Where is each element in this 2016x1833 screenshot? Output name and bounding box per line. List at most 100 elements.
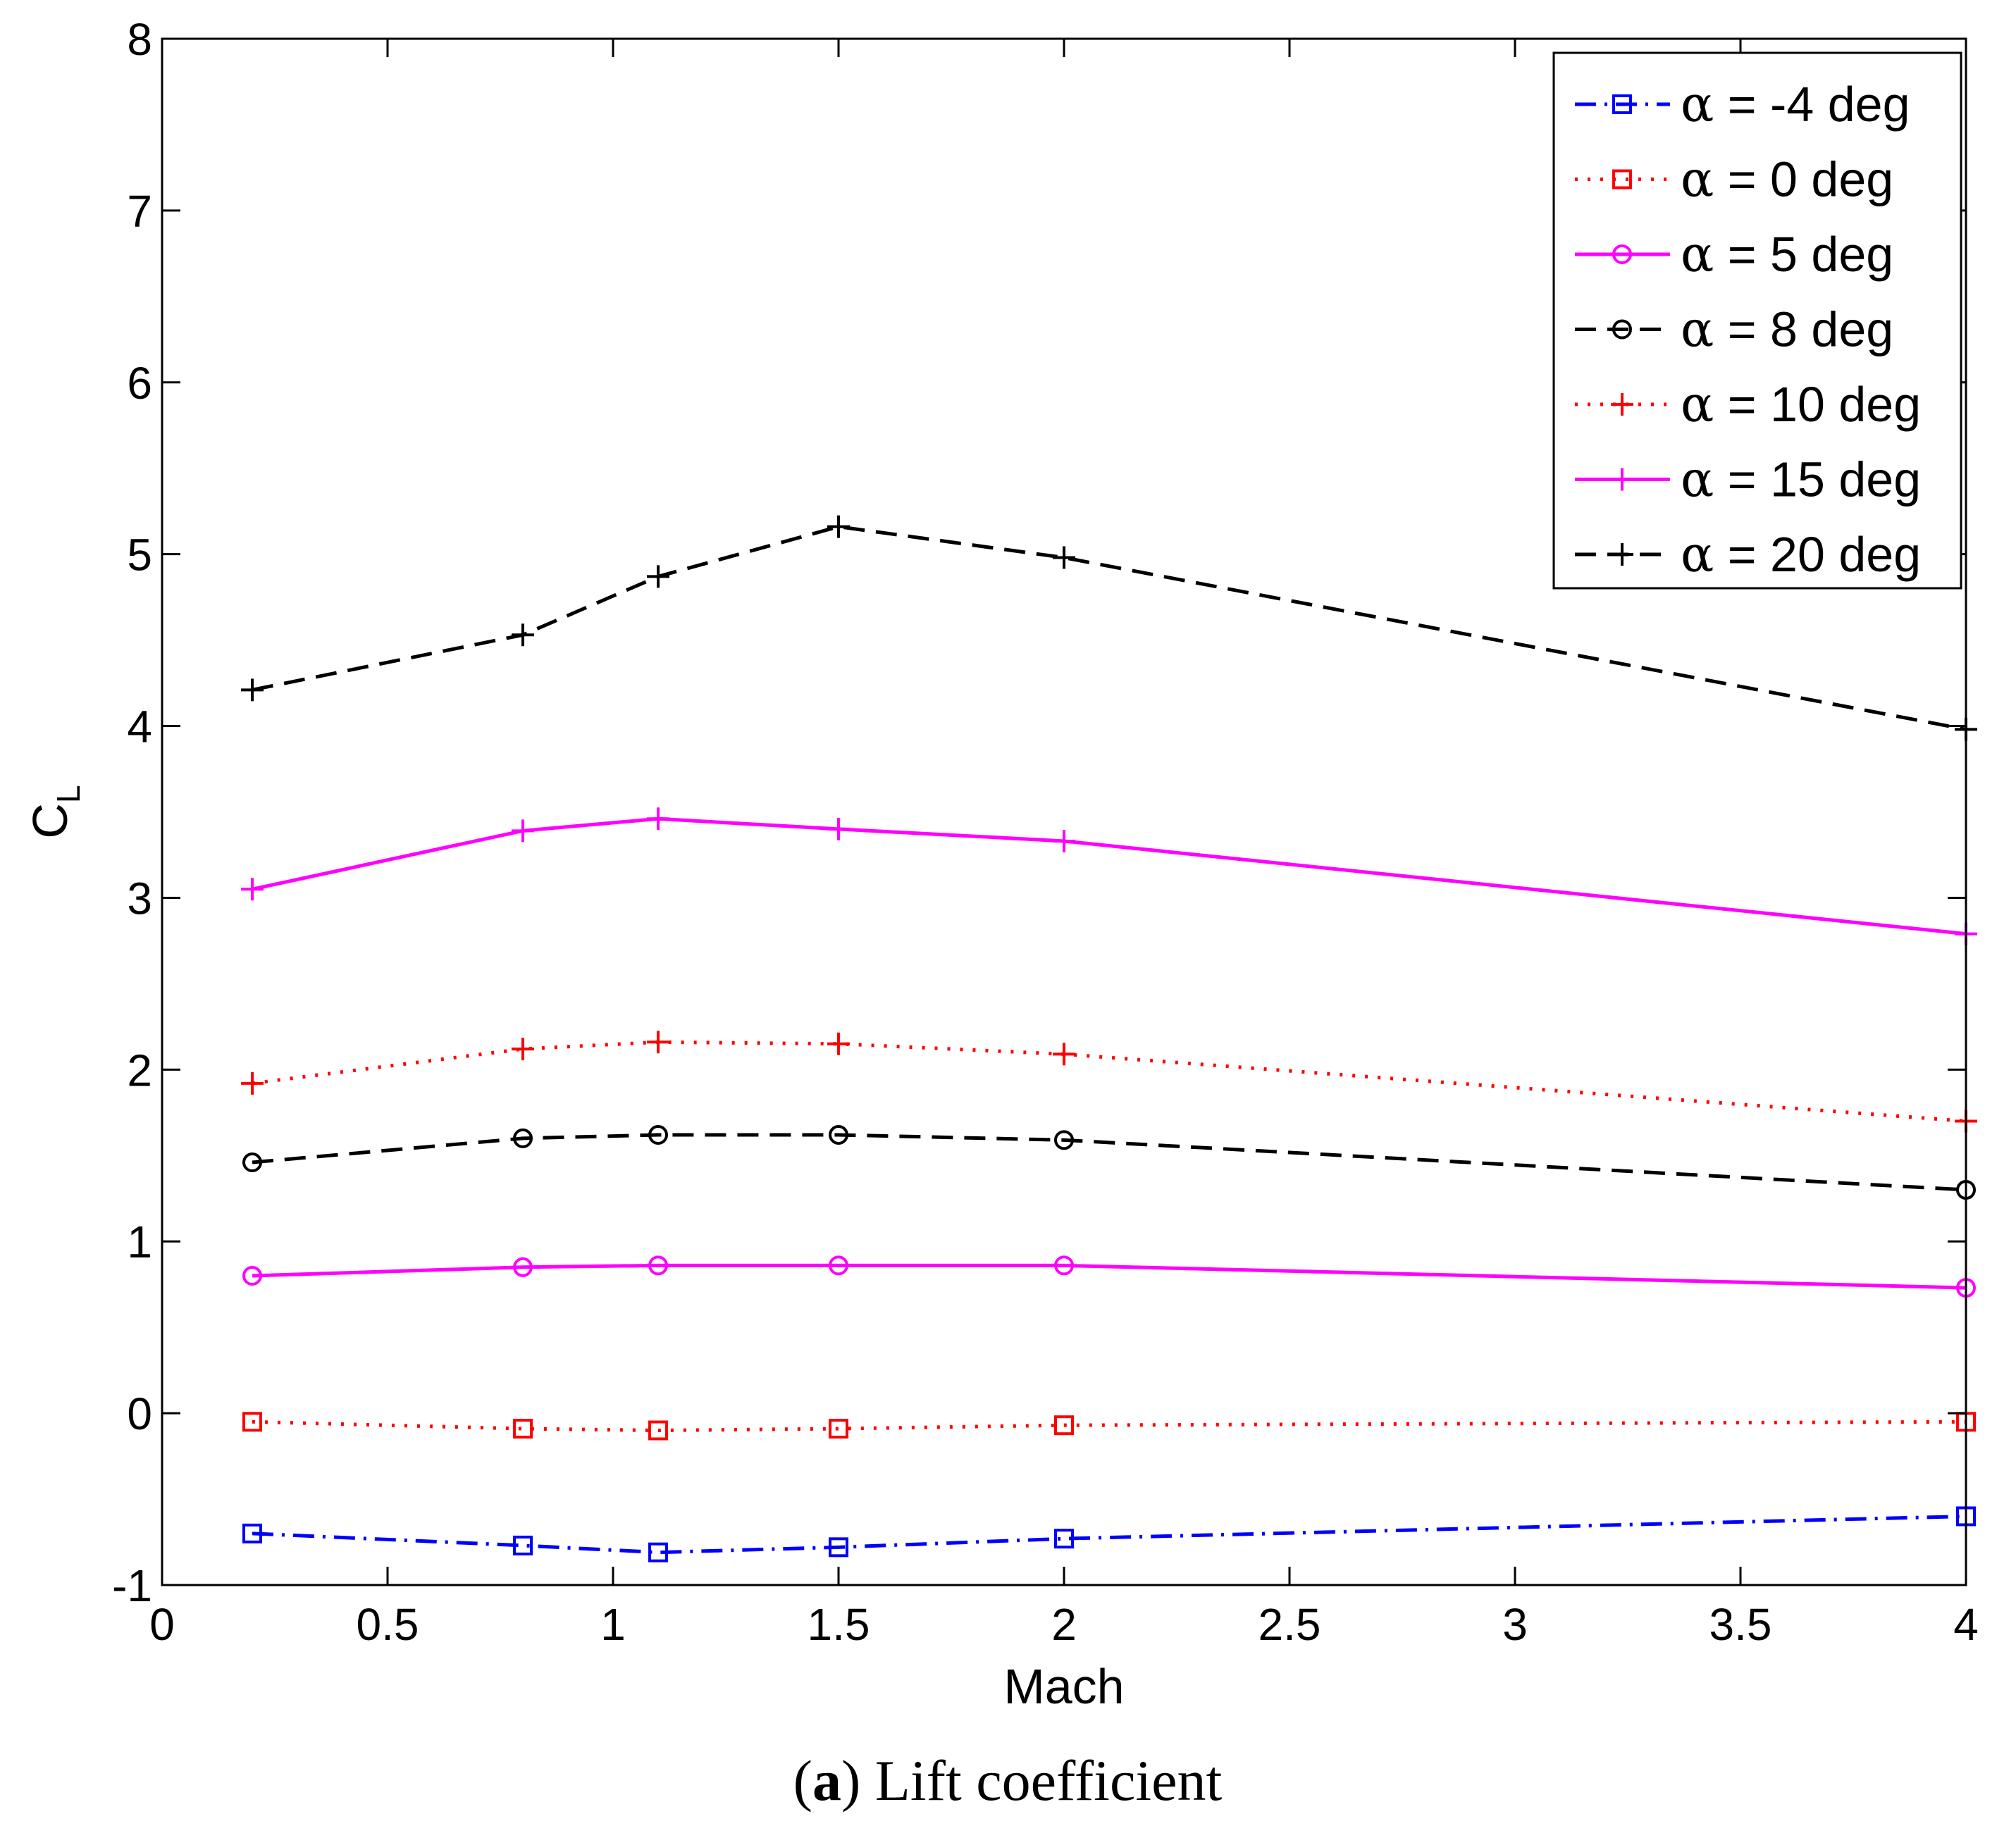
y-axis-title-subscript: L [50,785,87,803]
data-point [829,1537,848,1558]
legend-swatch-marker [1611,543,1633,566]
data-point [648,1542,668,1562]
legend-label: α = 5 deg [1681,225,1893,283]
data-point [827,515,850,538]
legend-entry: α = 10 deg [1575,375,1921,433]
legend-swatch-marker [1612,94,1632,114]
caption-open-paren: ( [793,1748,812,1813]
data-point [241,678,264,702]
legend-entry: α = 20 deg [1575,526,1921,583]
series-line [252,1514,1967,1555]
data-point [242,1266,262,1286]
legend-label: α = 20 deg [1681,526,1921,583]
series-line [252,525,1967,731]
data-point [241,878,264,901]
x-tick-label: 2.5 [1259,1599,1321,1650]
legend-label-text: = 5 deg [1714,227,1893,282]
legend-entry: α = -4 deg [1575,75,1910,133]
y-tick-label: 0 [127,1388,152,1439]
y-tick-label: -1 [112,1560,152,1611]
x-tick-label: 3.5 [1709,1599,1772,1650]
caption-label: a [812,1748,841,1813]
caption-text: Lift coefficient [860,1748,1222,1813]
legend-label-symbol: α [1681,526,1714,583]
y-tick-label: 8 [127,14,152,65]
legend-label-text: = 8 deg [1714,302,1893,357]
data-point [829,1125,848,1145]
legend-label-symbol: α [1681,451,1714,509]
x-tick-label: 0.5 [357,1599,419,1650]
x-tick-label: 0 [149,1599,175,1650]
data-point [1054,1415,1074,1436]
legend-swatch-marker [1611,393,1633,416]
legend-label: α = 15 deg [1681,451,1921,509]
series-4 [242,1125,1976,1200]
data-point [647,807,669,831]
y-tick-label: 7 [127,186,152,237]
legend-entry: α = 0 deg [1575,151,1893,209]
x-tick-label: 4 [1953,1599,1979,1650]
series-2 [242,1412,1976,1441]
data-point [829,1255,848,1276]
y-tick-label: 3 [127,873,152,924]
y-tick-label: 4 [127,702,152,752]
legend-label: α = 8 deg [1681,301,1893,359]
legend-entry: α = 8 deg [1575,301,1893,359]
legend-label-text: = 15 deg [1714,452,1921,507]
legend-label-symbol: α [1681,375,1714,433]
data-point [242,1523,262,1543]
legend-label: α = 10 deg [1681,375,1921,433]
x-tick-label: 2 [1051,1599,1077,1650]
series-3 [242,1255,1976,1298]
y-axis-title-main: C [23,803,78,839]
data-point [1053,1043,1075,1066]
data-point [1053,829,1075,852]
data-point [648,1125,668,1145]
data-point [829,1419,848,1439]
x-tick-label: 3 [1502,1599,1528,1650]
data-point [647,1031,669,1054]
legend-label-text: = 20 deg [1714,527,1921,582]
legend-swatch-marker [1611,468,1633,491]
data-point [241,1071,264,1095]
data-point [648,1255,668,1276]
data-point [1053,546,1075,569]
data-point [1054,1529,1074,1549]
caption-line: (a) Lift coefficient [793,1748,1223,1813]
legend-swatch-marker [1612,244,1632,264]
legend-label-text: = 10 deg [1714,377,1921,432]
x-tick-label: 1.5 [808,1599,870,1650]
data-point [513,1419,533,1439]
legend-label-symbol: α [1681,225,1714,283]
data-point [242,1412,262,1432]
data-point [242,1152,262,1173]
series-5 [241,1031,1977,1133]
y-tick-label: 1 [127,1217,152,1267]
data-point [512,819,534,843]
x-axis-title: Mach [1003,1659,1124,1714]
figure-caption: (a) Lift coefficient [793,1748,1223,1813]
data-point [827,817,850,840]
y-axis-title: CL [23,785,87,838]
legend-label-symbol: α [1681,75,1714,133]
data-point [513,1128,533,1148]
data-point [1054,1130,1074,1150]
legend-swatch-marker [1612,319,1632,340]
data-point [1054,1255,1074,1276]
data-point [648,1420,668,1441]
data-point [827,1032,850,1055]
data-point [512,623,534,647]
x-tick-label: 1 [600,1599,626,1650]
legend-swatch-marker [1612,169,1632,189]
y-tick-label: 5 [127,530,152,580]
y-tick-label: 2 [127,1045,152,1095]
caption-close-paren: ) [841,1748,860,1813]
series-line [252,1133,1967,1192]
series-line [252,1419,1967,1433]
legend-label-symbol: α [1681,151,1714,209]
data-point [513,1257,533,1277]
legend-label-text: = 0 deg [1714,152,1893,207]
